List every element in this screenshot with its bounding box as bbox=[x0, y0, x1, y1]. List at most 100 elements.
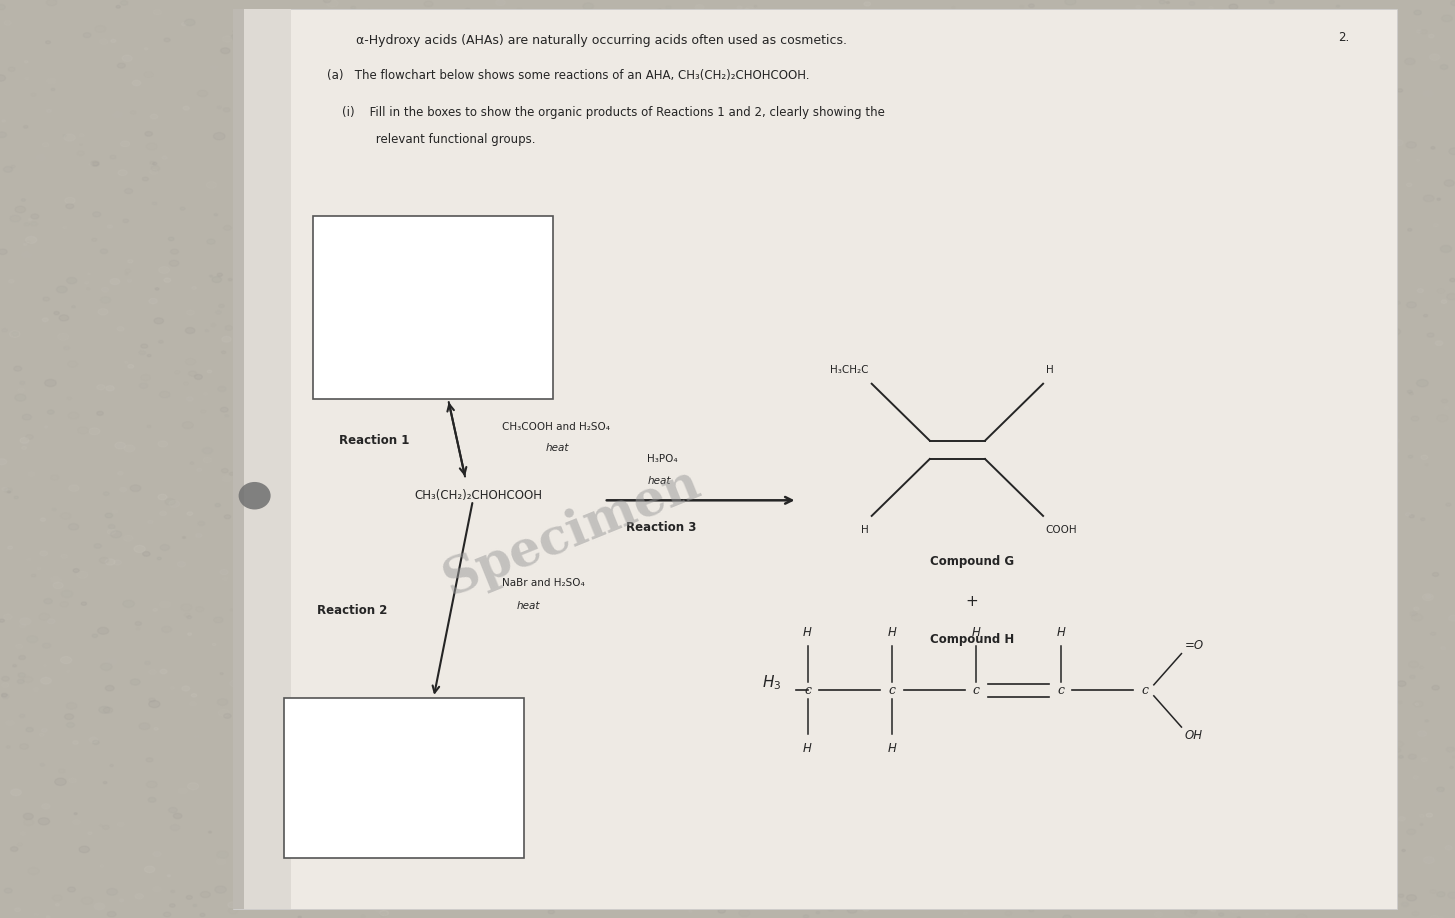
Circle shape bbox=[1423, 314, 1427, 317]
Circle shape bbox=[1353, 581, 1363, 588]
Circle shape bbox=[1152, 903, 1161, 908]
Circle shape bbox=[153, 609, 157, 611]
Circle shape bbox=[67, 887, 76, 892]
Circle shape bbox=[380, 911, 388, 916]
Circle shape bbox=[100, 663, 112, 670]
Circle shape bbox=[829, 510, 835, 514]
Circle shape bbox=[1269, 637, 1279, 644]
Circle shape bbox=[231, 34, 242, 40]
Circle shape bbox=[65, 204, 74, 208]
Text: $H_3$: $H_3$ bbox=[762, 674, 781, 692]
Circle shape bbox=[1081, 452, 1088, 457]
Circle shape bbox=[1215, 628, 1224, 633]
Circle shape bbox=[1356, 118, 1368, 126]
Circle shape bbox=[1069, 785, 1080, 791]
Circle shape bbox=[1005, 793, 1010, 796]
Circle shape bbox=[794, 426, 803, 431]
Circle shape bbox=[890, 699, 898, 703]
Circle shape bbox=[118, 170, 127, 175]
Circle shape bbox=[1353, 553, 1358, 554]
Circle shape bbox=[324, 33, 327, 35]
Circle shape bbox=[256, 646, 260, 649]
Circle shape bbox=[1183, 519, 1192, 524]
Circle shape bbox=[1020, 856, 1024, 858]
Circle shape bbox=[332, 453, 342, 460]
Circle shape bbox=[714, 810, 722, 814]
Circle shape bbox=[294, 221, 304, 228]
Circle shape bbox=[1395, 301, 1400, 304]
Circle shape bbox=[614, 188, 618, 191]
Circle shape bbox=[1029, 544, 1032, 546]
Circle shape bbox=[64, 714, 74, 720]
Circle shape bbox=[755, 520, 764, 525]
Circle shape bbox=[1229, 250, 1238, 256]
Circle shape bbox=[1440, 646, 1446, 650]
Circle shape bbox=[1014, 133, 1018, 136]
Circle shape bbox=[834, 556, 837, 558]
Circle shape bbox=[617, 106, 629, 114]
Circle shape bbox=[550, 873, 554, 876]
Circle shape bbox=[1308, 599, 1318, 605]
Circle shape bbox=[765, 473, 774, 478]
Circle shape bbox=[597, 322, 605, 328]
Circle shape bbox=[1385, 360, 1391, 364]
Circle shape bbox=[148, 698, 156, 702]
Circle shape bbox=[829, 433, 832, 435]
Circle shape bbox=[1266, 913, 1269, 915]
Circle shape bbox=[514, 675, 524, 681]
Circle shape bbox=[1132, 34, 1142, 39]
Circle shape bbox=[17, 673, 26, 677]
Circle shape bbox=[930, 880, 938, 886]
Circle shape bbox=[1267, 216, 1275, 220]
Circle shape bbox=[626, 630, 633, 634]
Circle shape bbox=[573, 523, 583, 530]
Circle shape bbox=[294, 250, 303, 254]
Circle shape bbox=[275, 339, 287, 346]
Circle shape bbox=[726, 666, 736, 673]
Circle shape bbox=[1154, 912, 1163, 917]
Circle shape bbox=[256, 637, 262, 641]
Circle shape bbox=[509, 330, 518, 337]
Circle shape bbox=[1165, 524, 1171, 528]
Circle shape bbox=[629, 683, 636, 688]
Circle shape bbox=[1163, 308, 1167, 311]
Circle shape bbox=[851, 421, 861, 428]
Circle shape bbox=[9, 279, 15, 283]
Circle shape bbox=[533, 901, 544, 907]
Circle shape bbox=[223, 107, 230, 112]
Circle shape bbox=[279, 326, 290, 332]
Circle shape bbox=[1363, 95, 1369, 99]
Circle shape bbox=[809, 154, 819, 161]
Circle shape bbox=[1120, 819, 1123, 822]
Circle shape bbox=[979, 270, 991, 276]
Circle shape bbox=[841, 56, 850, 62]
Circle shape bbox=[808, 377, 815, 382]
Circle shape bbox=[162, 156, 167, 159]
Circle shape bbox=[1423, 856, 1435, 864]
Circle shape bbox=[1407, 183, 1411, 186]
Circle shape bbox=[159, 441, 167, 447]
Circle shape bbox=[674, 124, 685, 131]
Circle shape bbox=[1084, 302, 1096, 309]
Circle shape bbox=[204, 457, 211, 463]
Circle shape bbox=[160, 391, 170, 397]
Circle shape bbox=[578, 124, 582, 128]
Circle shape bbox=[351, 294, 355, 297]
Circle shape bbox=[466, 439, 474, 444]
Circle shape bbox=[1049, 741, 1059, 747]
Circle shape bbox=[419, 808, 428, 813]
Circle shape bbox=[1363, 595, 1368, 599]
Circle shape bbox=[460, 185, 466, 189]
Circle shape bbox=[1423, 195, 1435, 202]
Circle shape bbox=[1107, 262, 1112, 264]
Circle shape bbox=[578, 245, 586, 251]
Circle shape bbox=[124, 445, 135, 452]
Circle shape bbox=[618, 666, 626, 670]
Circle shape bbox=[960, 523, 972, 530]
Circle shape bbox=[1149, 33, 1157, 38]
Circle shape bbox=[1199, 782, 1203, 785]
Circle shape bbox=[495, 898, 503, 903]
Circle shape bbox=[1398, 756, 1403, 758]
Circle shape bbox=[661, 551, 666, 554]
Circle shape bbox=[252, 151, 256, 153]
